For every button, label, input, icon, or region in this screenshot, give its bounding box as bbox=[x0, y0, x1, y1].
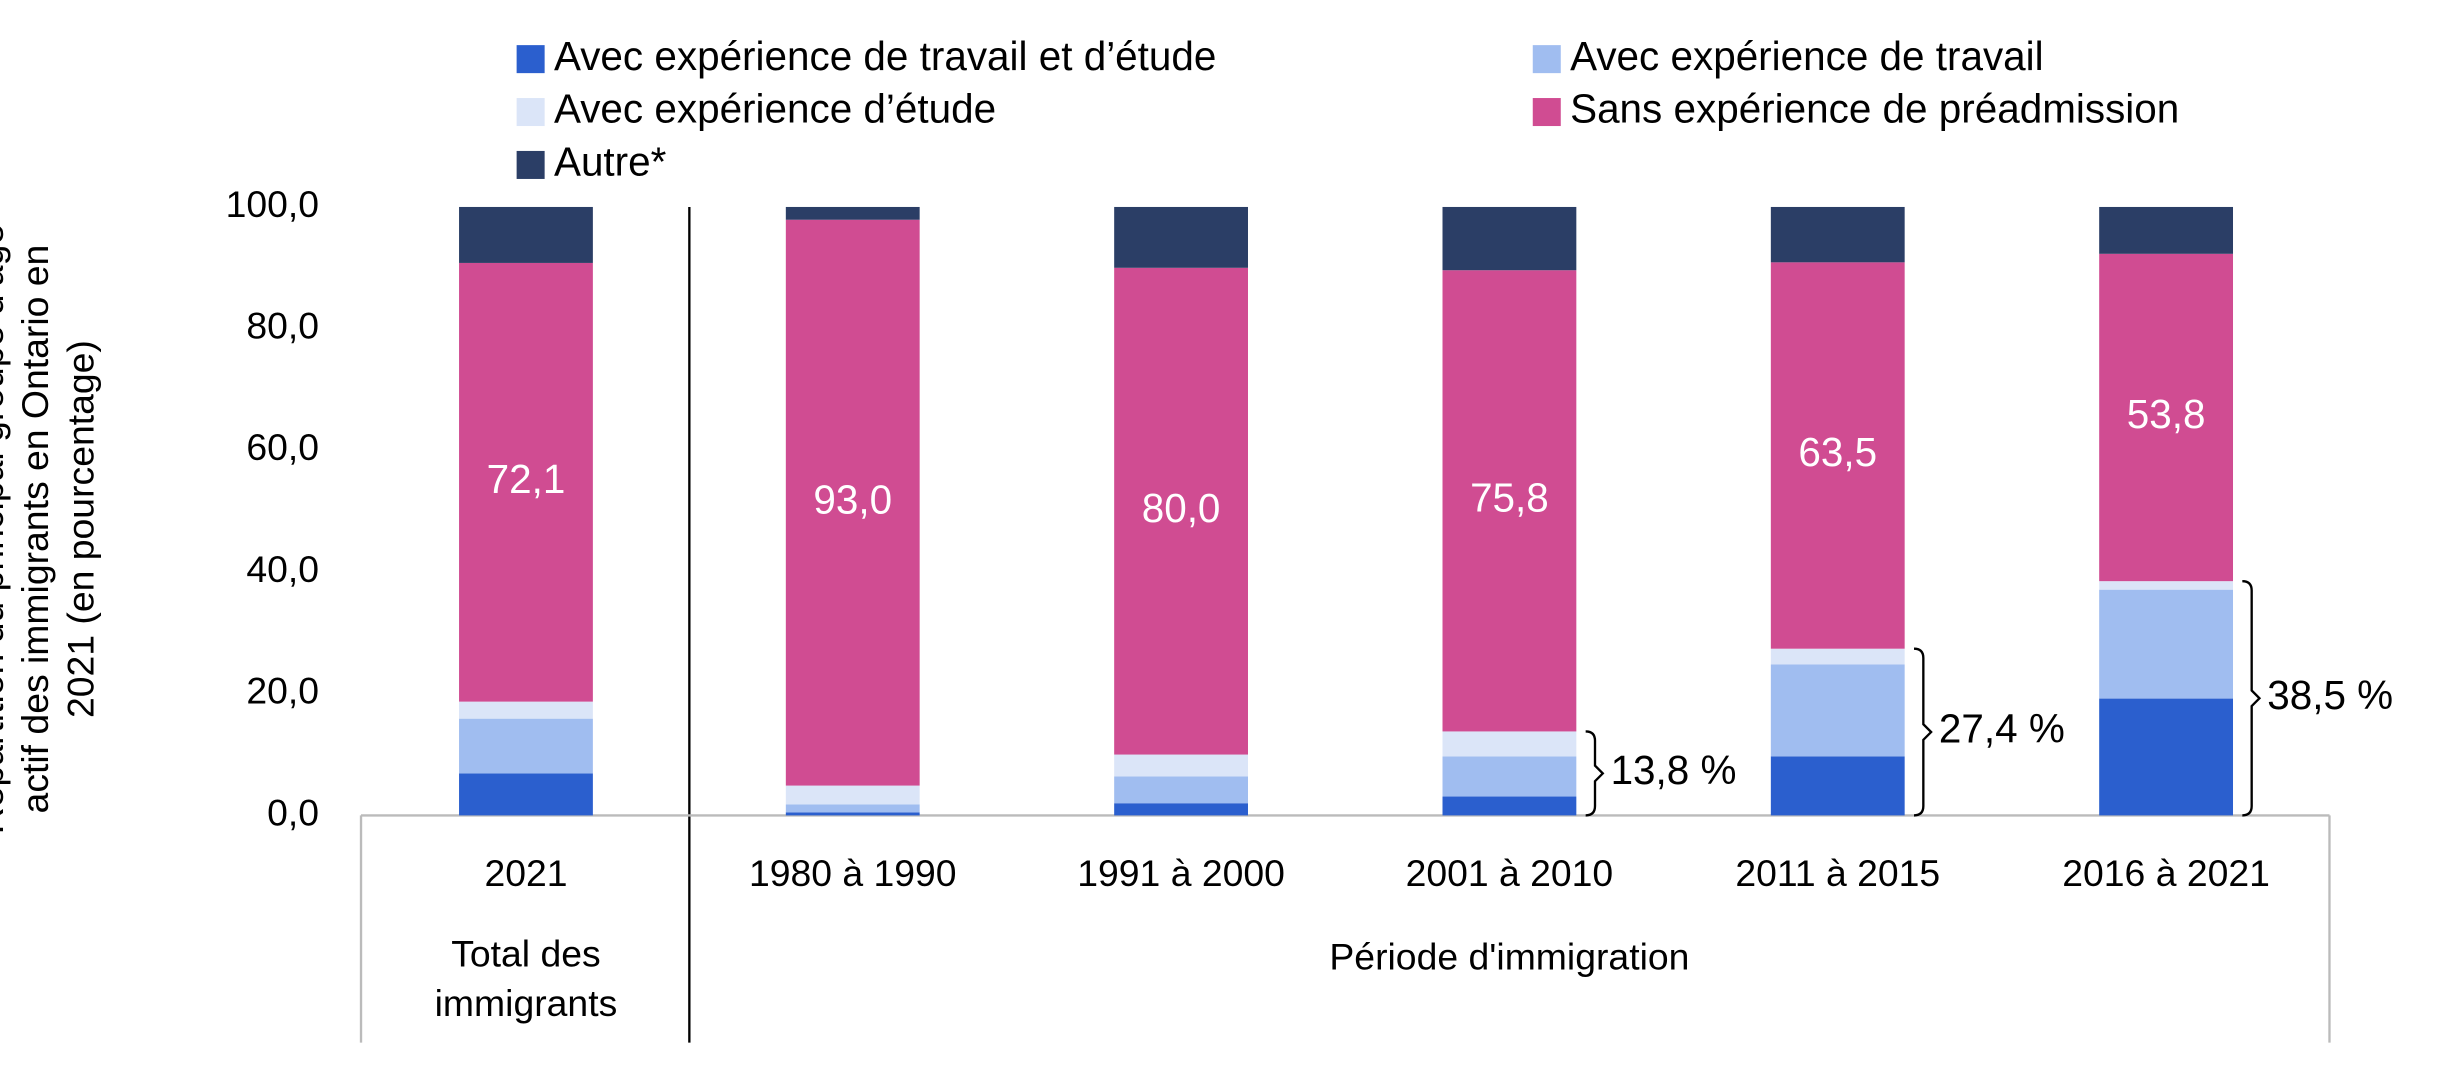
value-label: 80,0 bbox=[1142, 485, 1221, 531]
bar-segment bbox=[1442, 206, 1577, 271]
chart-body: Répartition du principal groupe d’âge ac… bbox=[0, 33, 2393, 1043]
bar-segment bbox=[2099, 698, 2234, 816]
bar-segment bbox=[459, 773, 593, 816]
bar-segment bbox=[1114, 803, 1248, 816]
x-tick-label: 1980 à 1990 bbox=[749, 852, 957, 894]
legend-label: Autre* bbox=[554, 139, 667, 185]
bar-segment bbox=[1114, 776, 1248, 804]
legend-swatch bbox=[1532, 45, 1561, 74]
group-label-box: Période d'immigration bbox=[1329, 936, 1690, 979]
bar-segment bbox=[1442, 270, 1577, 732]
bracket bbox=[1913, 647, 1933, 817]
bracket bbox=[2242, 579, 2262, 817]
bar-segment bbox=[785, 219, 920, 786]
x-tick-label: 1991 à 2000 bbox=[1077, 852, 1285, 894]
legend-swatch bbox=[516, 98, 545, 127]
x-tick-label: 2001 à 2010 bbox=[1406, 852, 1614, 894]
y-tick-label: 100,0 bbox=[226, 183, 319, 225]
bar-segment bbox=[1770, 648, 1905, 665]
y-tick-label: 60,0 bbox=[246, 426, 319, 468]
bar-segment bbox=[1770, 206, 1905, 263]
value-label: 63,5 bbox=[1798, 429, 1877, 475]
bar-segment bbox=[2099, 253, 2234, 582]
value-label: 53,8 bbox=[2127, 391, 2206, 437]
x-tick-label: 2021 bbox=[484, 852, 567, 894]
bar-segment bbox=[459, 262, 593, 702]
group-label: Période d'immigration bbox=[1329, 936, 1690, 979]
bar-segment bbox=[1770, 262, 1905, 649]
bar-segment bbox=[459, 701, 593, 719]
legend-label: Avec expérience de travail et d’étude bbox=[554, 33, 1216, 79]
bar-segment bbox=[785, 804, 920, 813]
y-tick-label: 80,0 bbox=[246, 305, 319, 347]
y-tick-label: 20,0 bbox=[246, 670, 319, 712]
bar-segment bbox=[785, 812, 920, 816]
bar-segment bbox=[459, 206, 593, 263]
legend-label: Avec expérience d’étude bbox=[554, 86, 996, 132]
x-tick-label: 2016 à 2021 bbox=[2062, 852, 2270, 894]
group-label: Total des immigrants bbox=[434, 933, 618, 1026]
annotation: 38,5 % bbox=[2267, 672, 2393, 718]
y-tick-label: 40,0 bbox=[246, 548, 319, 590]
bar-segment bbox=[2099, 206, 2234, 254]
legend-swatch bbox=[516, 45, 545, 74]
annotation: 13,8 % bbox=[1611, 747, 1737, 793]
bar-segment bbox=[1114, 267, 1248, 755]
bar-segment bbox=[785, 785, 920, 805]
group-label-box: Total des immigrants bbox=[434, 933, 618, 1026]
legend-swatch bbox=[1532, 98, 1561, 127]
bar-segment bbox=[1442, 731, 1577, 757]
annotation: 27,4 % bbox=[1939, 706, 2065, 752]
x-tick-label: 2011 à 2015 bbox=[1735, 852, 1940, 894]
y-tick-label: 0,0 bbox=[267, 791, 319, 833]
value-label: 75,8 bbox=[1470, 475, 1549, 521]
bar-segment bbox=[1442, 756, 1577, 797]
bar-segment bbox=[1442, 796, 1577, 816]
bar-segment bbox=[2099, 589, 2234, 699]
legend-label: Sans expérience de préadmission bbox=[1570, 86, 2179, 132]
bar-segment bbox=[459, 718, 593, 774]
y-axis-label-box: Répartition du principal groupe d’âge ac… bbox=[0, 223, 103, 835]
bar-segment bbox=[1114, 754, 1248, 777]
value-label: 72,1 bbox=[487, 456, 566, 502]
value-label: 93,0 bbox=[813, 476, 892, 522]
legend-swatch bbox=[516, 150, 545, 179]
legend-label: Avec expérience de travail bbox=[1570, 33, 2044, 79]
bar-segment bbox=[1770, 756, 1905, 816]
y-axis-label: Répartition du principal groupe d’âge ac… bbox=[0, 223, 103, 835]
bar-segment bbox=[2099, 581, 2234, 590]
bar-segment bbox=[1770, 664, 1905, 757]
bar-segment bbox=[785, 206, 920, 220]
bracket bbox=[1585, 730, 1605, 817]
bar-segment bbox=[1114, 206, 1248, 268]
